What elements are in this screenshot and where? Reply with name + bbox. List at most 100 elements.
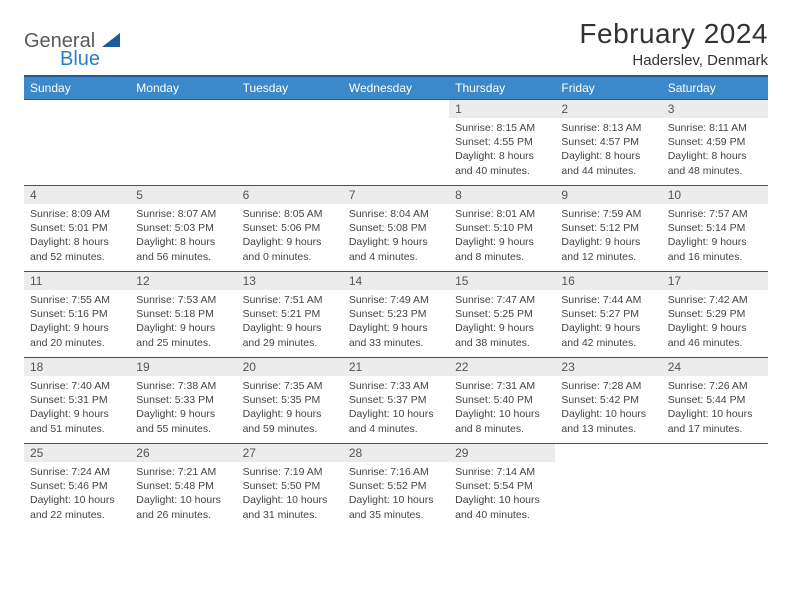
day-number: 13 bbox=[237, 271, 343, 290]
day-number: 4 bbox=[24, 185, 130, 204]
weekday-header: Saturday bbox=[662, 76, 768, 99]
sunset-line: Sunset: 5:50 PM bbox=[243, 479, 337, 493]
calendar-cell: 10Sunrise: 7:57 AMSunset: 5:14 PMDayligh… bbox=[662, 185, 768, 271]
calendar-cell: 15Sunrise: 7:47 AMSunset: 5:25 PMDayligh… bbox=[449, 271, 555, 357]
sunrise-line: Sunrise: 7:19 AM bbox=[243, 465, 337, 479]
calendar-cell: 23Sunrise: 7:28 AMSunset: 5:42 PMDayligh… bbox=[555, 357, 661, 443]
weekday-header-row: Sunday Monday Tuesday Wednesday Thursday… bbox=[24, 76, 768, 99]
sunrise-line: Sunrise: 7:33 AM bbox=[349, 379, 443, 393]
day-details: Sunrise: 7:16 AMSunset: 5:52 PMDaylight:… bbox=[343, 462, 449, 526]
calendar-cell: 25Sunrise: 7:24 AMSunset: 5:46 PMDayligh… bbox=[24, 443, 130, 529]
location: Haderslev, Denmark bbox=[579, 52, 768, 69]
daylight-line: Daylight: 10 hours and 31 minutes. bbox=[243, 493, 337, 521]
sunset-line: Sunset: 5:44 PM bbox=[668, 393, 762, 407]
month-title: February 2024 bbox=[579, 18, 768, 50]
sunrise-line: Sunrise: 7:42 AM bbox=[668, 293, 762, 307]
day-number-empty bbox=[130, 99, 236, 118]
daylight-line: Daylight: 9 hours and 38 minutes. bbox=[455, 321, 549, 349]
daylight-line: Daylight: 9 hours and 25 minutes. bbox=[136, 321, 230, 349]
sunset-line: Sunset: 5:48 PM bbox=[136, 479, 230, 493]
day-number: 2 bbox=[555, 99, 661, 118]
weekday-header: Tuesday bbox=[237, 76, 343, 99]
day-details: Sunrise: 7:53 AMSunset: 5:18 PMDaylight:… bbox=[130, 290, 236, 354]
sunset-line: Sunset: 4:59 PM bbox=[668, 135, 762, 149]
daylight-line: Daylight: 8 hours and 44 minutes. bbox=[561, 149, 655, 177]
sunset-line: Sunset: 5:12 PM bbox=[561, 221, 655, 235]
sunrise-line: Sunrise: 7:28 AM bbox=[561, 379, 655, 393]
sunrise-line: Sunrise: 7:44 AM bbox=[561, 293, 655, 307]
daylight-line: Daylight: 9 hours and 16 minutes. bbox=[668, 235, 762, 263]
sunrise-line: Sunrise: 8:01 AM bbox=[455, 207, 549, 221]
day-number: 21 bbox=[343, 357, 449, 376]
sunrise-line: Sunrise: 8:09 AM bbox=[30, 207, 124, 221]
daylight-line: Daylight: 9 hours and 33 minutes. bbox=[349, 321, 443, 349]
calendar-cell: 13Sunrise: 7:51 AMSunset: 5:21 PMDayligh… bbox=[237, 271, 343, 357]
daylight-line: Daylight: 9 hours and 51 minutes. bbox=[30, 407, 124, 435]
day-details: Sunrise: 7:42 AMSunset: 5:29 PMDaylight:… bbox=[662, 290, 768, 354]
sunset-line: Sunset: 5:16 PM bbox=[30, 307, 124, 321]
day-details: Sunrise: 8:13 AMSunset: 4:57 PMDaylight:… bbox=[555, 118, 661, 182]
day-number-empty bbox=[24, 99, 130, 118]
sunrise-line: Sunrise: 7:51 AM bbox=[243, 293, 337, 307]
day-number: 27 bbox=[237, 443, 343, 462]
sunrise-line: Sunrise: 7:55 AM bbox=[30, 293, 124, 307]
sunrise-line: Sunrise: 7:49 AM bbox=[349, 293, 443, 307]
weekday-header: Thursday bbox=[449, 76, 555, 99]
sunrise-line: Sunrise: 7:31 AM bbox=[455, 379, 549, 393]
calendar-cell: 1Sunrise: 8:15 AMSunset: 4:55 PMDaylight… bbox=[449, 99, 555, 185]
daylight-line: Daylight: 9 hours and 59 minutes. bbox=[243, 407, 337, 435]
day-details: Sunrise: 7:51 AMSunset: 5:21 PMDaylight:… bbox=[237, 290, 343, 354]
day-details: Sunrise: 7:49 AMSunset: 5:23 PMDaylight:… bbox=[343, 290, 449, 354]
daylight-line: Daylight: 9 hours and 0 minutes. bbox=[243, 235, 337, 263]
day-details: Sunrise: 7:26 AMSunset: 5:44 PMDaylight:… bbox=[662, 376, 768, 440]
day-details: Sunrise: 7:24 AMSunset: 5:46 PMDaylight:… bbox=[24, 462, 130, 526]
sunset-line: Sunset: 5:01 PM bbox=[30, 221, 124, 235]
day-details: Sunrise: 7:31 AMSunset: 5:40 PMDaylight:… bbox=[449, 376, 555, 440]
day-number-empty bbox=[237, 99, 343, 118]
day-number: 3 bbox=[662, 99, 768, 118]
day-details: Sunrise: 7:57 AMSunset: 5:14 PMDaylight:… bbox=[662, 204, 768, 268]
sunrise-line: Sunrise: 7:38 AM bbox=[136, 379, 230, 393]
day-number: 16 bbox=[555, 271, 661, 290]
day-number: 11 bbox=[24, 271, 130, 290]
calendar-cell: 28Sunrise: 7:16 AMSunset: 5:52 PMDayligh… bbox=[343, 443, 449, 529]
logo-triangle-icon bbox=[102, 33, 120, 47]
daylight-line: Daylight: 9 hours and 8 minutes. bbox=[455, 235, 549, 263]
daylight-line: Daylight: 9 hours and 29 minutes. bbox=[243, 321, 337, 349]
daylight-line: Daylight: 9 hours and 4 minutes. bbox=[349, 235, 443, 263]
day-details: Sunrise: 8:05 AMSunset: 5:06 PMDaylight:… bbox=[237, 204, 343, 268]
sunrise-line: Sunrise: 8:11 AM bbox=[668, 121, 762, 135]
day-number: 6 bbox=[237, 185, 343, 204]
calendar-cell: 14Sunrise: 7:49 AMSunset: 5:23 PMDayligh… bbox=[343, 271, 449, 357]
daylight-line: Daylight: 8 hours and 48 minutes. bbox=[668, 149, 762, 177]
sunset-line: Sunset: 4:57 PM bbox=[561, 135, 655, 149]
sunset-line: Sunset: 5:06 PM bbox=[243, 221, 337, 235]
daylight-line: Daylight: 10 hours and 17 minutes. bbox=[668, 407, 762, 435]
calendar-cell bbox=[662, 443, 768, 529]
day-details: Sunrise: 7:59 AMSunset: 5:12 PMDaylight:… bbox=[555, 204, 661, 268]
day-details: Sunrise: 7:35 AMSunset: 5:35 PMDaylight:… bbox=[237, 376, 343, 440]
header: General Blue February 2024 Haderslev, De… bbox=[24, 18, 768, 69]
day-number: 24 bbox=[662, 357, 768, 376]
sunset-line: Sunset: 5:31 PM bbox=[30, 393, 124, 407]
sunrise-line: Sunrise: 7:26 AM bbox=[668, 379, 762, 393]
calendar-cell: 9Sunrise: 7:59 AMSunset: 5:12 PMDaylight… bbox=[555, 185, 661, 271]
calendar-cell: 4Sunrise: 8:09 AMSunset: 5:01 PMDaylight… bbox=[24, 185, 130, 271]
day-number: 19 bbox=[130, 357, 236, 376]
calendar-cell: 22Sunrise: 7:31 AMSunset: 5:40 PMDayligh… bbox=[449, 357, 555, 443]
sunset-line: Sunset: 5:25 PM bbox=[455, 307, 549, 321]
day-number: 22 bbox=[449, 357, 555, 376]
calendar-week-row: 1Sunrise: 8:15 AMSunset: 4:55 PMDaylight… bbox=[24, 99, 768, 185]
sunset-line: Sunset: 5:35 PM bbox=[243, 393, 337, 407]
day-number: 8 bbox=[449, 185, 555, 204]
calendar-week-row: 18Sunrise: 7:40 AMSunset: 5:31 PMDayligh… bbox=[24, 357, 768, 443]
sunset-line: Sunset: 5:08 PM bbox=[349, 221, 443, 235]
sunrise-line: Sunrise: 7:35 AM bbox=[243, 379, 337, 393]
calendar-cell: 16Sunrise: 7:44 AMSunset: 5:27 PMDayligh… bbox=[555, 271, 661, 357]
sunrise-line: Sunrise: 8:07 AM bbox=[136, 207, 230, 221]
weekday-header: Friday bbox=[555, 76, 661, 99]
calendar-cell: 2Sunrise: 8:13 AMSunset: 4:57 PMDaylight… bbox=[555, 99, 661, 185]
day-details: Sunrise: 8:01 AMSunset: 5:10 PMDaylight:… bbox=[449, 204, 555, 268]
sunset-line: Sunset: 5:40 PM bbox=[455, 393, 549, 407]
calendar-cell: 24Sunrise: 7:26 AMSunset: 5:44 PMDayligh… bbox=[662, 357, 768, 443]
